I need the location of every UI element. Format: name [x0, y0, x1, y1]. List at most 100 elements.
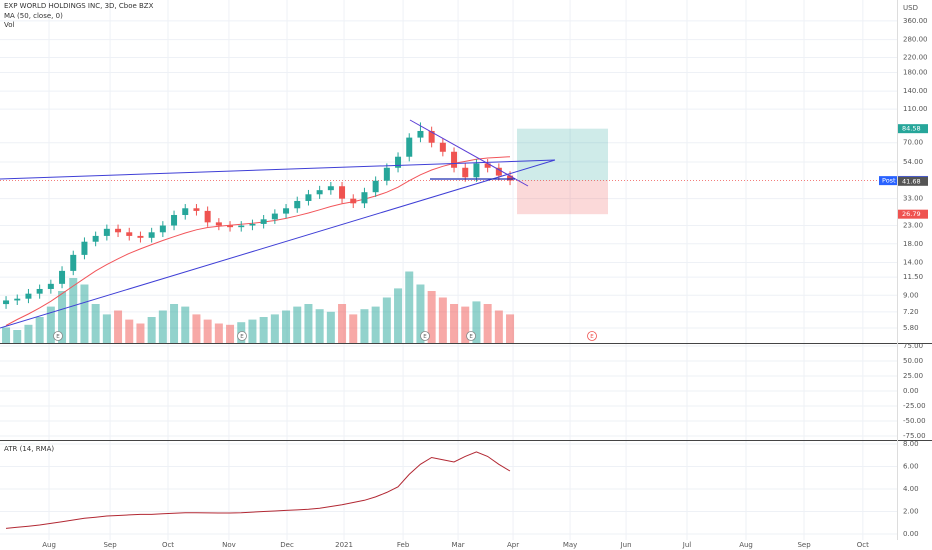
- earnings-label: E: [590, 334, 594, 340]
- y-tick-label: 280.00: [903, 36, 928, 44]
- volume-bar: [192, 314, 201, 343]
- price-tag: [898, 124, 928, 134]
- candle-body: [495, 167, 502, 176]
- candle-body: [271, 213, 278, 220]
- candle-body: [36, 288, 43, 294]
- currency-label: USD: [903, 4, 918, 12]
- candle-body: [70, 254, 77, 271]
- candle-body: [25, 293, 32, 299]
- y-tick-label: 75.00: [903, 342, 923, 350]
- candle-body: [249, 223, 256, 226]
- volume-bar: [125, 319, 134, 343]
- earnings-marker: [466, 331, 476, 341]
- volume-bar: [80, 284, 89, 343]
- trend-line[interactable]: [409, 119, 529, 187]
- y-tick-label: 70.00: [903, 139, 923, 147]
- earnings-marker: [420, 331, 430, 341]
- volume-bar: [506, 314, 515, 343]
- volume-bar: [349, 314, 358, 343]
- trend-line[interactable]: [0, 159, 556, 329]
- volume-bar: [203, 319, 212, 343]
- volume-bar: [315, 309, 324, 343]
- candle-body: [182, 208, 189, 215]
- price-tag-label: 41.68: [902, 177, 921, 185]
- volume-bar: [394, 288, 403, 343]
- candle-body: [193, 208, 200, 211]
- y-tick-label: -50.00: [903, 417, 926, 425]
- candle-body: [316, 190, 323, 195]
- x-tick-label: Oct: [162, 541, 174, 549]
- candle-body: [126, 232, 133, 236]
- volume-bar: [472, 301, 481, 343]
- volume-bar: [91, 304, 100, 343]
- candle-body: [115, 228, 122, 233]
- candle-body: [462, 167, 469, 178]
- indicator-label: ATR (14, RMA): [4, 445, 54, 453]
- y-tick-label: 4.00: [903, 485, 919, 493]
- x-tick-label: Dec: [280, 541, 294, 549]
- chart-title: EXP WORLD HOLDINGS INC, 3D, Cboe BZX: [4, 2, 154, 10]
- candle-body: [47, 283, 54, 289]
- candle-body: [137, 235, 144, 238]
- x-tick-label: Aug: [739, 541, 753, 549]
- volume-bar: [58, 291, 67, 343]
- indicator-label: MA (50, close, 0): [4, 12, 63, 20]
- volume-bar: [102, 314, 111, 343]
- candle-body: [507, 175, 514, 181]
- candle-body: [59, 270, 66, 284]
- volume-bar: [483, 304, 492, 343]
- x-tick-label: Aug: [42, 541, 56, 549]
- volume-bar: [226, 324, 235, 343]
- earnings-marker: [237, 331, 247, 341]
- y-tick-label: 7.20: [903, 308, 919, 316]
- y-tick-label: 54.00: [903, 158, 923, 166]
- volume-bar: [114, 310, 123, 343]
- trend-line[interactable]: [0, 159, 556, 180]
- volume-bar: [35, 317, 44, 343]
- volume-bar: [147, 317, 156, 343]
- x-tick-label: Mar: [451, 541, 464, 549]
- x-tick-label: Sep: [103, 541, 117, 549]
- y-tick-label: 50.00: [903, 357, 923, 365]
- candle-body: [339, 186, 346, 199]
- target-zone: [517, 128, 608, 181]
- volume-bar: [46, 306, 55, 343]
- y-tick-label: 220.00: [903, 54, 928, 62]
- candle-body: [3, 300, 10, 305]
- volume-bar: [214, 323, 223, 343]
- candle-body: [350, 198, 357, 204]
- candle-body: [81, 241, 88, 255]
- candle-body: [327, 186, 334, 191]
- price-tag-label: 84.58: [902, 125, 921, 133]
- volume-bar: [371, 306, 380, 343]
- volume-bar: [158, 310, 167, 343]
- earnings-label: E: [423, 334, 427, 340]
- candle-body: [283, 208, 290, 214]
- volume-bar: [338, 304, 347, 343]
- y-tick-label: 8.00: [903, 440, 919, 448]
- price-tag: [898, 176, 928, 186]
- volume-bar: [360, 309, 369, 343]
- y-tick-label: 33.00: [903, 195, 923, 203]
- candle-body: [204, 210, 211, 223]
- volume-bar: [270, 314, 279, 343]
- volume-bar: [24, 324, 33, 343]
- y-tick-label: -75.00: [903, 432, 926, 440]
- price-tag-label: 26.79: [902, 210, 921, 218]
- session-label: Post: [882, 177, 896, 185]
- volume-bar: [416, 284, 425, 343]
- volume-bar: [259, 317, 268, 343]
- volume-bar: [69, 278, 78, 343]
- volume-bar: [248, 319, 257, 343]
- volume-bar: [461, 306, 470, 343]
- candle-body: [395, 156, 402, 168]
- volume-bar: [304, 304, 313, 343]
- candle-body: [305, 194, 312, 201]
- x-tick-label: Feb: [397, 541, 410, 549]
- candle-body: [451, 151, 458, 168]
- volume-bar: [293, 306, 302, 343]
- x-tick-label: May: [563, 541, 577, 549]
- y-tick-label: 6.00: [903, 463, 919, 471]
- candle-body: [439, 142, 446, 152]
- earnings-marker: [53, 331, 63, 341]
